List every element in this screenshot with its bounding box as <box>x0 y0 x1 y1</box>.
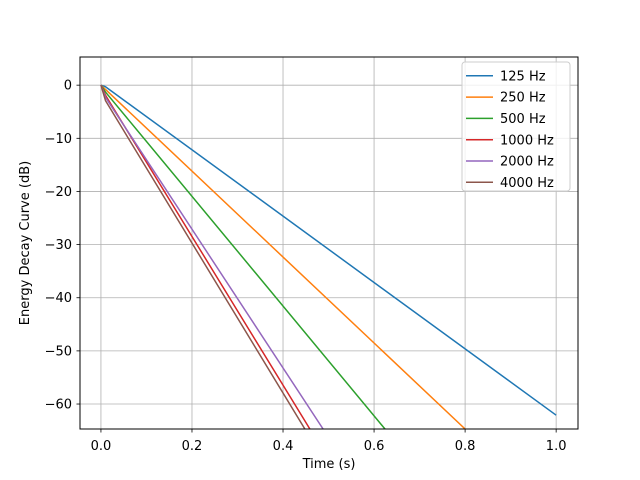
series-layer <box>100 84 557 429</box>
y-tick-label: −60 <box>45 398 72 413</box>
x-tick-label: 0.6 <box>364 439 385 454</box>
legend-label-1000-hz: 1000 Hz <box>500 133 554 148</box>
legend-frame <box>461 61 571 192</box>
y-tick-label: −20 <box>45 185 72 200</box>
x-tick-label: 0.8 <box>455 439 476 454</box>
series-line-1000-hz <box>100 84 311 429</box>
series-line-500-hz <box>100 84 386 429</box>
plot-border <box>79 56 579 430</box>
series-line-4000-hz <box>100 84 306 429</box>
y-tick-label: 0 <box>64 79 72 94</box>
x-tick-label: 0.0 <box>91 439 112 454</box>
x-tick-label: 1.0 <box>546 439 567 454</box>
x-tick-label: 0.2 <box>182 439 203 454</box>
tick-layer: 0.0 0.2 0.4 0.6 0.8 1.0 0 −10 −20 −30 −40 −50 −60 <box>45 79 567 454</box>
legend: 125 Hz 250 Hz 500 Hz 1000 Hz 2000 Hz 4000 Hz <box>461 61 571 192</box>
legend-label-500-hz: 500 Hz <box>500 112 546 127</box>
y-tick-label: −40 <box>45 291 72 306</box>
y-tick-label: −50 <box>45 344 72 359</box>
legend-label-4000-hz: 4000 Hz <box>500 176 554 191</box>
x-tick-label: 0.4 <box>273 439 294 454</box>
y-tick-label: −10 <box>45 132 72 147</box>
legend-label-125-hz: 125 Hz <box>500 69 546 84</box>
y-axis-label: Energy Decay Curve (dB) <box>18 161 33 325</box>
y-tick-label: −30 <box>45 238 72 253</box>
legend-label-2000-hz: 2000 Hz <box>500 155 554 170</box>
series-line-2000-hz <box>100 84 324 429</box>
legend-label-250-hz: 250 Hz <box>500 91 546 106</box>
x-axis-label: Time (s) <box>302 457 356 472</box>
